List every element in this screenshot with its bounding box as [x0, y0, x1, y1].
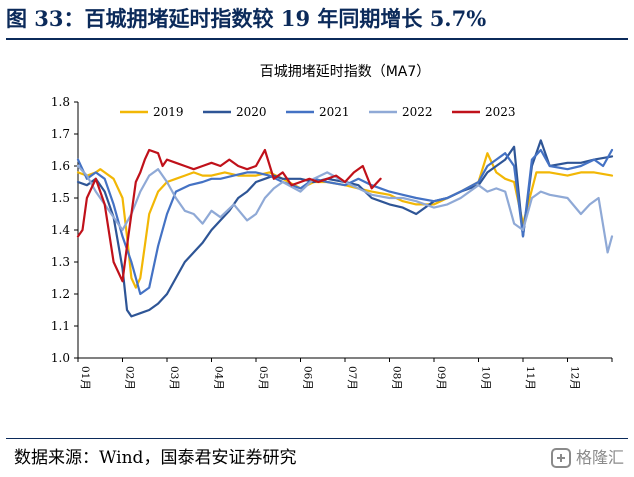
- series-line-2021: [76, 148, 614, 296]
- legend-label-2021: 2021: [319, 105, 350, 119]
- x-tick-label: 04月: [213, 366, 225, 390]
- legend-label-2022: 2022: [402, 105, 433, 119]
- y-tick-label: 1.4: [51, 223, 70, 237]
- watermark: 格隆汇: [550, 443, 624, 473]
- x-tick-label: 02月: [124, 366, 136, 390]
- y-tick-label: 1.7: [51, 127, 70, 141]
- y-tick-label: 1.0: [51, 351, 70, 365]
- x-tick-label: 06月: [302, 366, 314, 390]
- title-rule: [6, 38, 628, 40]
- x-axis-ticks: 01月 02月 03月 04月 05月 06月 07月 08月 09月 10月 11月 12月: [77, 358, 613, 390]
- chart-area: 百城拥堵延时指数（MA7） 1.0 1.1 1.2 1.3 1.4 1.5 1.6 1.7 1.…: [0, 40, 634, 436]
- footer-rule: [6, 438, 628, 439]
- y-tick-label: 1.1: [51, 319, 70, 333]
- y-tick-label: 1.2: [51, 287, 70, 301]
- x-tick-label: 05月: [257, 366, 269, 390]
- x-tick-label: 12月: [569, 366, 581, 390]
- x-tick-label: 11月: [524, 366, 536, 390]
- y-tick-label: 1.3: [51, 255, 70, 269]
- watermark-logo-icon: [550, 448, 571, 468]
- series-line-2023: [76, 148, 382, 283]
- y-tick-label: 1.6: [51, 159, 70, 173]
- chart-title: 百城拥堵延时指数（MA7）: [260, 64, 431, 80]
- legend-label-2020: 2020: [236, 105, 267, 119]
- x-tick-label: 09月: [435, 366, 447, 390]
- y-tick-label: 1.8: [51, 95, 70, 109]
- figure-title: 图 33：百城拥堵延时指数较 19 年同期增长 5.7%: [6, 6, 487, 31]
- y-tick-label: 1.5: [51, 191, 70, 205]
- x-tick-label: 08月: [391, 366, 403, 390]
- x-tick-label: 07月: [346, 366, 358, 390]
- x-tick-label: 01月: [79, 366, 91, 390]
- x-tick-label: 03月: [168, 366, 180, 390]
- series-line-2022: [76, 164, 614, 254]
- chart-axes: [77, 102, 612, 359]
- source-note: 数据来源：Wind，国泰君安证券研究: [14, 448, 297, 468]
- legend-label-2019: 2019: [153, 105, 184, 119]
- legend: 2019 2020 2021 2022 2023: [120, 105, 516, 119]
- y-axis-ticks: 1.0 1.1 1.2 1.3 1.4 1.5 1.6 1.7 1.8: [51, 95, 78, 365]
- line-chart: 百城拥堵延时指数（MA7） 1.01.11.21.31.41.51.61.71.…: [51, 64, 614, 390]
- watermark-text: 格隆汇: [575, 448, 624, 467]
- series-line-2020: [76, 139, 614, 318]
- series-lines: [76, 139, 614, 318]
- legend-label-2023: 2023: [485, 105, 516, 119]
- x-tick-label: 10月: [480, 366, 492, 390]
